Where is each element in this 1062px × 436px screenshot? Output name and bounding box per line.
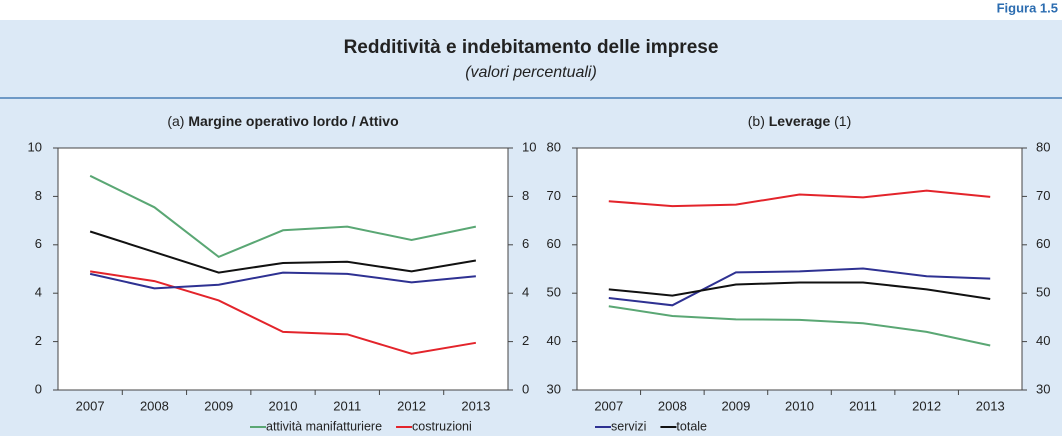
y2-tick-label: 8 bbox=[522, 188, 529, 203]
y-tick-label: 50 bbox=[547, 285, 561, 300]
y-tick-label: 4 bbox=[35, 285, 42, 300]
x-tick-label: 2007 bbox=[76, 398, 105, 413]
y-tick-label: 8 bbox=[35, 188, 42, 203]
legend-label: attività manifatturiere bbox=[266, 419, 382, 433]
title: Redditività e indebitamento delle impres… bbox=[344, 37, 719, 58]
y2-tick-label: 40 bbox=[1036, 333, 1050, 348]
x-tick-label: 2012 bbox=[912, 398, 941, 413]
y2-tick-label: 80 bbox=[1036, 139, 1050, 154]
x-tick-label: 2009 bbox=[721, 398, 750, 413]
series-line bbox=[608, 189, 991, 208]
y-tick-label: 10 bbox=[28, 139, 42, 154]
panel-title: (a) Margine operativo lordo / Attivo bbox=[167, 113, 398, 129]
legend-label: totale bbox=[676, 419, 707, 433]
y-tick-label: 0 bbox=[35, 381, 42, 396]
y2-tick-label: 4 bbox=[522, 285, 529, 300]
x-tick-label: 2011 bbox=[333, 398, 361, 413]
series-line bbox=[89, 174, 477, 259]
y2-tick-label: 6 bbox=[522, 236, 529, 251]
panel-title-part: (a) bbox=[167, 113, 188, 129]
y2-tick-label: 70 bbox=[1036, 188, 1050, 203]
panel-title: (b) Leverage (1) bbox=[748, 113, 852, 129]
y2-tick-label: 0 bbox=[522, 381, 529, 396]
panel-title-part: (b) bbox=[748, 113, 769, 129]
series-line bbox=[89, 271, 476, 290]
series-line bbox=[608, 281, 991, 300]
x-tick-label: 2011 bbox=[849, 398, 877, 413]
x-tick-label: 2013 bbox=[976, 398, 1005, 413]
legend-label: costruzioni bbox=[412, 419, 472, 433]
x-tick-label: 2013 bbox=[461, 398, 490, 413]
series-line bbox=[608, 267, 991, 307]
series-line bbox=[608, 305, 991, 347]
x-tick-label: 2008 bbox=[140, 398, 169, 413]
y-tick-label: 80 bbox=[547, 139, 561, 154]
y2-tick-label: 50 bbox=[1036, 285, 1050, 300]
subtitle: (valori percentuali) bbox=[465, 64, 597, 81]
plot-area bbox=[576, 147, 1023, 391]
y2-tick-label: 30 bbox=[1036, 381, 1050, 396]
panel-title-part: (1) bbox=[834, 113, 851, 129]
plot-area bbox=[57, 147, 509, 391]
panel-title-part: Margine operativo lordo / Attivo bbox=[188, 113, 398, 129]
y-tick-label: 40 bbox=[547, 333, 561, 348]
y-tick-label: 6 bbox=[35, 236, 42, 251]
figure-label: Figura 1.5 bbox=[997, 0, 1058, 15]
x-tick-label: 2008 bbox=[658, 398, 687, 413]
series-line bbox=[89, 270, 477, 355]
y-tick-label: 2 bbox=[35, 333, 42, 348]
x-tick-label: 2009 bbox=[204, 398, 233, 413]
y-tick-label: 30 bbox=[547, 381, 561, 396]
y2-tick-label: 2 bbox=[522, 333, 529, 348]
legend-label: servizi bbox=[611, 419, 646, 433]
y-tick-label: 70 bbox=[547, 188, 561, 203]
x-tick-label: 2010 bbox=[785, 398, 814, 413]
series-line bbox=[89, 230, 477, 274]
x-tick-label: 2010 bbox=[269, 398, 298, 413]
panel-title-part: Leverage bbox=[769, 113, 834, 129]
y-tick-label: 60 bbox=[547, 236, 561, 251]
x-tick-label: 2012 bbox=[397, 398, 426, 413]
y2-tick-label: 10 bbox=[522, 139, 536, 154]
y2-tick-label: 60 bbox=[1036, 236, 1050, 251]
x-tick-label: 2007 bbox=[594, 398, 623, 413]
